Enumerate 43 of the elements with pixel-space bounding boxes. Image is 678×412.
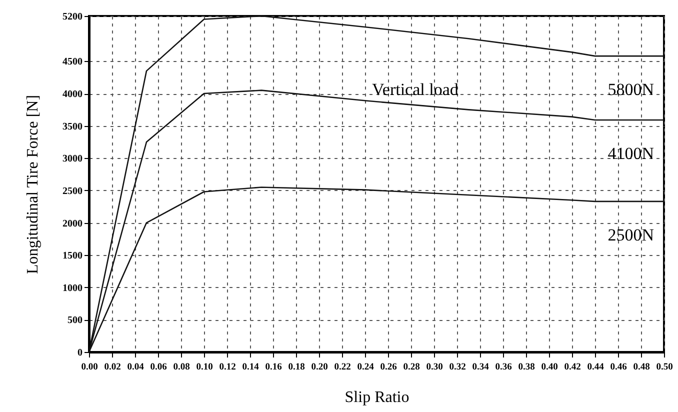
x-tick-label: 0.18: [288, 362, 306, 372]
x-tick-label: 0.00: [81, 362, 98, 372]
x-tick-label: 0.38: [518, 362, 536, 372]
x-tick-label: 0.02: [104, 362, 122, 372]
series-label: 5800N: [608, 80, 654, 100]
x-tick-label: 0.10: [196, 362, 214, 372]
x-tick-label: 0.26: [380, 362, 398, 372]
x-tick-label: 0.30: [426, 362, 444, 372]
x-tick-label: 0.06: [150, 362, 168, 372]
y-tick-label: 5200: [62, 12, 82, 22]
series-label: 2500N: [608, 225, 654, 244]
x-tick-label: 0.40: [541, 362, 558, 372]
y-tick-label: 1000: [62, 282, 82, 294]
x-tick-label: 0.20: [311, 362, 328, 372]
x-axis-title: Slip Ratio: [344, 389, 410, 406]
x-tick-label: 0.22: [334, 362, 352, 372]
y-tick-label: 4000: [62, 89, 82, 100]
annotation: Vertical load: [372, 80, 459, 99]
x-tick-label: 0.34: [472, 362, 490, 372]
series-label: 4100N: [608, 144, 654, 164]
x-tick-label: 0.28: [403, 362, 420, 372]
x-tick-label: 0.48: [633, 362, 650, 372]
x-tick-label: 0.12: [219, 362, 236, 372]
y-tick-label: 4500: [62, 56, 82, 68]
y-tick-label: 2500: [62, 186, 82, 197]
x-tick-label: 0.04: [127, 362, 144, 372]
y-tick-label: 500: [68, 315, 82, 326]
x-tick-label: 0.14: [242, 362, 260, 372]
y-tick-label: 2000: [62, 218, 82, 230]
x-tick-label: 0.36: [495, 362, 512, 372]
y-tick-label: 3500: [62, 121, 82, 132]
y-axis-title: Longitudinal Tire Force [N]: [24, 94, 42, 274]
x-tick-label: 0.50: [656, 362, 674, 372]
x-tick-label: 0.32: [449, 362, 466, 372]
y-tick-label: 1500: [62, 250, 82, 262]
x-tick-label: 0.44: [587, 362, 604, 372]
x-tick-label: 0.16: [265, 362, 282, 372]
x-tick-label: 0.24: [357, 362, 374, 372]
x-tick-label: 0.46: [610, 362, 628, 372]
x-tick-label: 0.42: [564, 362, 582, 372]
y-tick-label: 3000: [62, 154, 82, 165]
x-tick-label: 0.08: [173, 362, 190, 372]
y-tick-label: 0: [78, 348, 82, 358]
